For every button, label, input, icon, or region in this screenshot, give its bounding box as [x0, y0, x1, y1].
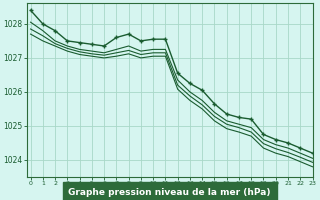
X-axis label: Graphe pression niveau de la mer (hPa): Graphe pression niveau de la mer (hPa) — [68, 188, 271, 197]
